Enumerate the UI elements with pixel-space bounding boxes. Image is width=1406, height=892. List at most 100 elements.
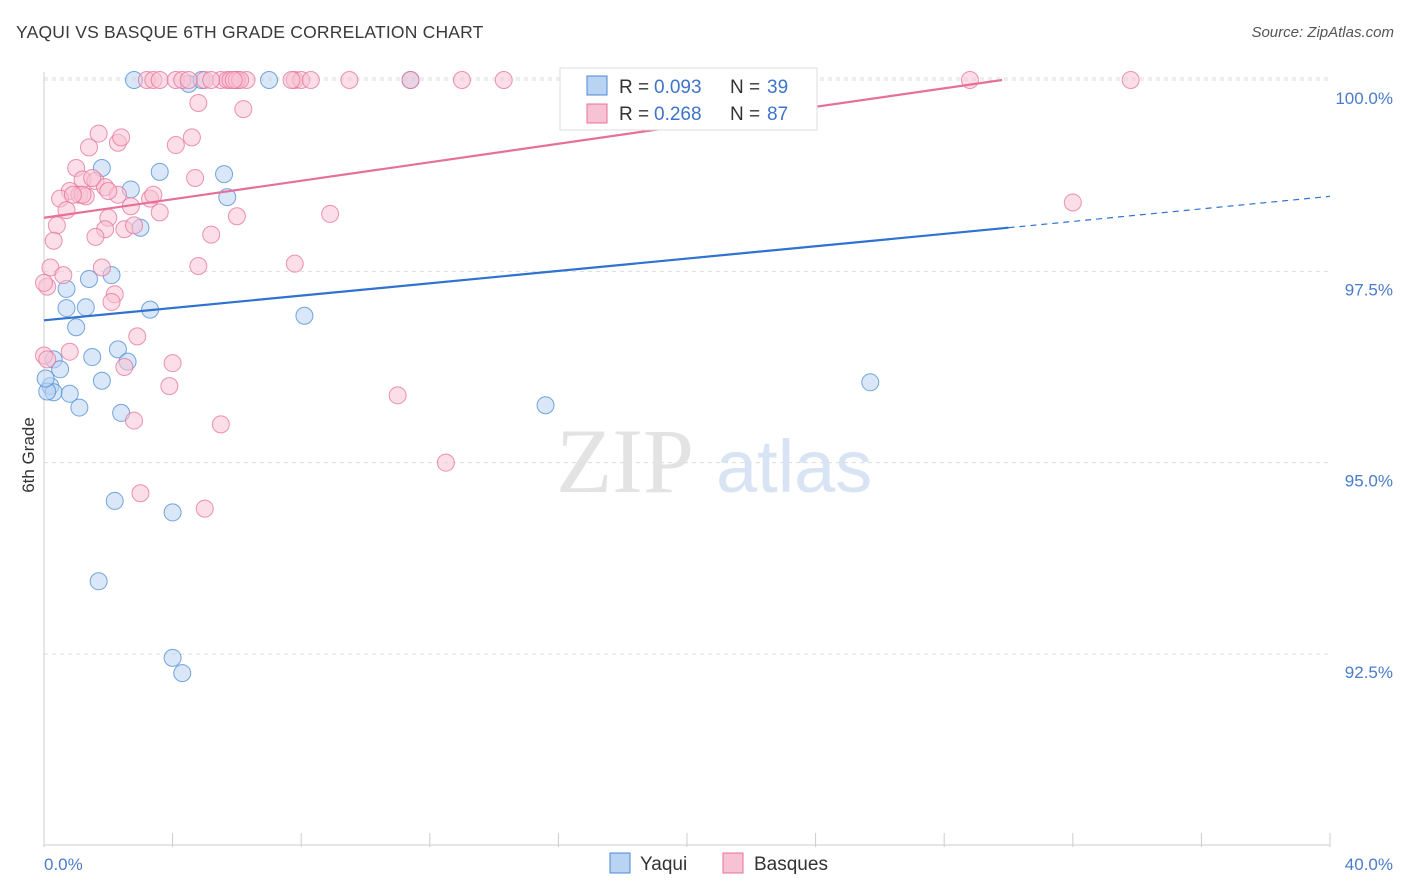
yaqui-trend-line [43, 226, 1009, 322]
basques-point [166, 136, 185, 155]
basques-point [179, 71, 198, 89]
basques-point [189, 93, 208, 112]
yaqui-trend-extension [1008, 195, 1331, 229]
basques-point [494, 71, 513, 89]
basques-point [150, 203, 169, 222]
basques-point [227, 207, 246, 226]
stats-legend: R = 0.093 N = 39 R = 0.268 N = 87 [559, 67, 818, 131]
basques-point [83, 168, 102, 187]
yaqui-point [67, 318, 86, 337]
legend-n-value-yaqui: 39 [767, 77, 788, 98]
yaqui-point [260, 71, 279, 89]
data-points [35, 71, 1140, 683]
legend-r-value-basques: 0.268 [654, 104, 702, 125]
basques-point [452, 71, 471, 89]
yaqui-point [295, 306, 314, 325]
yaqui-point [76, 298, 95, 317]
watermark-zip: ZIP [556, 410, 694, 512]
basques-point [125, 411, 144, 430]
basques-point [150, 71, 169, 89]
yaqui-point [57, 299, 76, 318]
legend-n-value-basques: 87 [767, 104, 788, 125]
series-legend-swatch-yaqui [609, 852, 631, 874]
y-tick-label: 100.0% [1335, 89, 1393, 108]
legend-n-label-basques: N = [730, 104, 760, 125]
yaqui-point [92, 371, 111, 390]
legend-n-label-yaqui: N = [730, 77, 760, 98]
basques-point [92, 258, 111, 277]
basques-point [115, 358, 134, 376]
yaqui-point [215, 165, 234, 184]
yaqui-point [163, 648, 182, 667]
basques-point [125, 216, 144, 235]
y-tick-labels: 100.0% 97.5% 95.0% 92.5% [1335, 89, 1393, 682]
trend-lines [43, 78, 1331, 322]
basques-point [144, 185, 163, 204]
yaqui-point [70, 398, 89, 417]
basques-point [63, 185, 82, 204]
basques-point [80, 138, 99, 157]
basques-point [182, 128, 201, 147]
basques-point [282, 71, 301, 89]
yaqui-point [36, 369, 55, 388]
basques-point [89, 124, 108, 143]
series-legend-label-yaqui: Yaqui [640, 854, 687, 875]
basques-point [99, 181, 118, 200]
basques-point [340, 71, 359, 89]
basques-point [86, 227, 105, 246]
y-tick-label: 95.0% [1345, 472, 1393, 491]
series-legend-label-basques: Basques [754, 854, 828, 875]
yaqui-point [536, 396, 555, 415]
y-tick-label: 92.5% [1345, 663, 1393, 682]
basques-point [44, 231, 63, 250]
grid [44, 77, 1330, 655]
basques-point [54, 266, 73, 285]
basques-point [202, 71, 221, 89]
basques-point [163, 354, 182, 373]
basques-point [1121, 71, 1140, 89]
y-axis-title: 6th Grade [19, 417, 38, 493]
basques-trend-line [43, 78, 1003, 219]
yaqui-point [105, 491, 124, 510]
basques-point [388, 386, 407, 405]
basques-point [211, 415, 230, 434]
yaqui-point [83, 348, 102, 367]
basques-point [195, 499, 214, 518]
yaqui-point [163, 503, 182, 522]
legend-r-label-yaqui: R = [619, 77, 649, 98]
chart-source: Source: ZipAtlas.com [1251, 24, 1394, 41]
yaqui-point [861, 373, 880, 392]
basques-point [234, 100, 253, 119]
legend-swatch-yaqui [586, 75, 608, 96]
axes [43, 72, 1331, 847]
yaqui-point [80, 269, 99, 288]
basques-point [1063, 193, 1082, 212]
chart-title: YAQUI VS BASQUE 6TH GRADE CORRELATION CH… [16, 22, 484, 42]
basques-point [301, 71, 320, 89]
basques-point [401, 71, 420, 89]
x-tick-label-max: 40.0% [1345, 855, 1393, 874]
legend-swatch-basques [586, 103, 608, 124]
basques-point [189, 256, 208, 275]
x-tick-label-min: 0.0% [44, 855, 83, 874]
yaqui-point [89, 572, 108, 591]
basques-point [102, 292, 121, 311]
basques-point [285, 254, 304, 273]
basques-point [131, 484, 150, 503]
legend-r-label-basques: R = [619, 104, 649, 125]
basques-point [186, 168, 205, 187]
series-legend-swatch-basques [722, 852, 744, 874]
basques-point [35, 273, 53, 292]
yaqui-point [173, 664, 192, 683]
watermark: ZIP atlas [556, 410, 872, 512]
basques-point [47, 216, 66, 235]
basques-point [38, 350, 57, 369]
basques-point [224, 71, 243, 89]
basques-point [60, 342, 79, 361]
yaqui-point [150, 162, 169, 181]
basques-point [436, 453, 455, 472]
yaqui-point [60, 384, 79, 403]
watermark-atlas: atlas [716, 425, 872, 508]
basques-point [321, 204, 340, 223]
